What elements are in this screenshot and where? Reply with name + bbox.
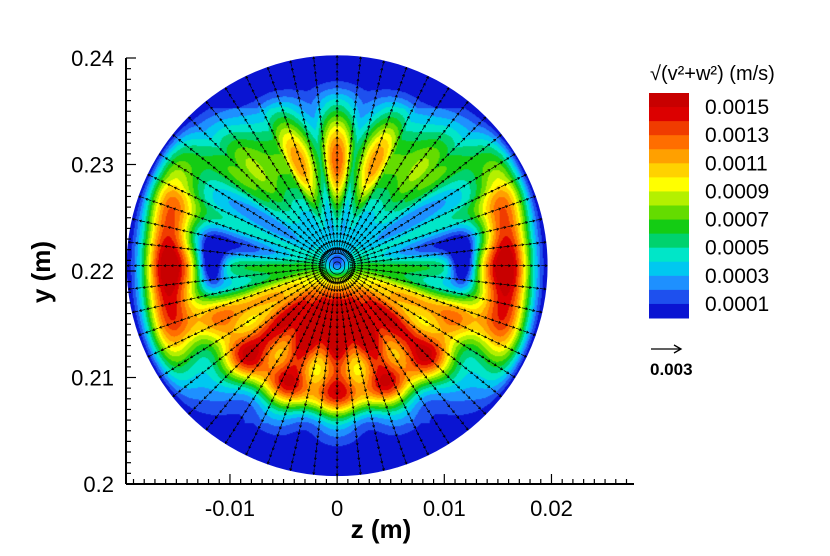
y-ticks: 0.2 0.21 0.22 0.23 0.24 — [71, 46, 136, 497]
x-ticks: -0.01 0 0.01 0.02 — [132, 474, 628, 521]
x-tick-label: 0 — [331, 496, 343, 521]
y-tick-label: 0.24 — [71, 46, 114, 71]
colorbar-swatch — [649, 233, 689, 249]
colorbar-tick-label: 0.0007 — [705, 209, 769, 232]
colorbar-swatch — [649, 247, 689, 263]
colorbar-swatch — [649, 135, 689, 150]
colorbar-tick-label: 0.0009 — [705, 180, 769, 203]
y-tick-label: 0.2 — [83, 472, 114, 497]
colorbar-tick-label: 0.0005 — [705, 237, 769, 260]
colorbar-tick-label: 0.0013 — [705, 124, 769, 147]
x-tick-label: -0.01 — [205, 496, 255, 521]
colorbar-swatch — [649, 303, 689, 319]
x-tick-label: 0.01 — [423, 496, 466, 521]
colorbar-swatch — [649, 163, 689, 178]
colorbar-tick-label: 0.0003 — [705, 265, 769, 288]
colorbar-title: √(v²+w²) (m/s) — [650, 63, 775, 85]
colorbar-swatch — [649, 93, 689, 108]
reference-vector-arrowhead — [673, 344, 683, 354]
vector-arrows — [126, 55, 548, 477]
y-axis-title: y (m) — [26, 241, 56, 303]
colorbar-swatch — [649, 191, 689, 206]
colorbar-swatch — [649, 261, 689, 277]
x-tick-label: 0.02 — [530, 496, 573, 521]
colorbar-swatches — [649, 93, 689, 319]
colorbar-tick-label: 0.0001 — [705, 293, 769, 316]
colorbar-swatch — [649, 107, 689, 122]
colorbar-tick-label: 0.0015 — [705, 96, 769, 119]
y-tick-label: 0.21 — [71, 366, 114, 391]
colorbar: √(v²+w²) (m/s) 0.00150.00130.00110.00090… — [649, 63, 775, 319]
y-tick-label: 0.23 — [71, 153, 114, 178]
colorbar-tick-label: 0.0011 — [705, 152, 768, 175]
y-tick-label: 0.22 — [71, 259, 114, 284]
reference-vector-label: 0.003 — [650, 360, 693, 379]
x-axis-title: z (m) — [351, 514, 412, 544]
colorbar-swatch — [649, 219, 689, 235]
reference-vector: 0.003 — [650, 344, 693, 379]
velocity-vectors — [126, 55, 548, 477]
colorbar-swatch — [649, 205, 689, 221]
colorbar-swatch — [649, 177, 689, 192]
colorbar-swatch — [649, 149, 689, 164]
contour-field — [126, 55, 548, 477]
colorbar-labels: 0.0015 0.0013 0.0011 0.0009 0.0007 0.0005 0.00… — [705, 96, 769, 316]
colorbar-swatch — [649, 121, 689, 136]
axes: -0.01 0 0.01 0.02 0.2 0.21 0.22 0.23 0.24 — [71, 46, 634, 521]
colorbar-swatch — [649, 289, 689, 305]
colorbar-swatch — [649, 275, 689, 291]
